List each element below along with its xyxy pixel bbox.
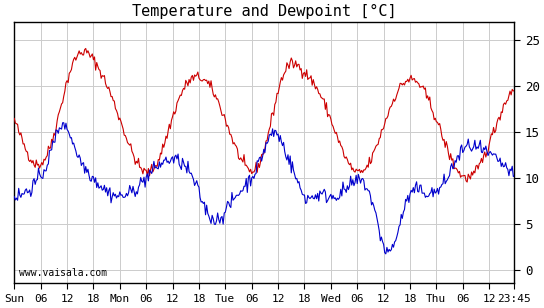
Title: Temperature and Dewpoint [°C]: Temperature and Dewpoint [°C] xyxy=(132,4,397,19)
Text: www.vaisala.com: www.vaisala.com xyxy=(19,268,107,278)
